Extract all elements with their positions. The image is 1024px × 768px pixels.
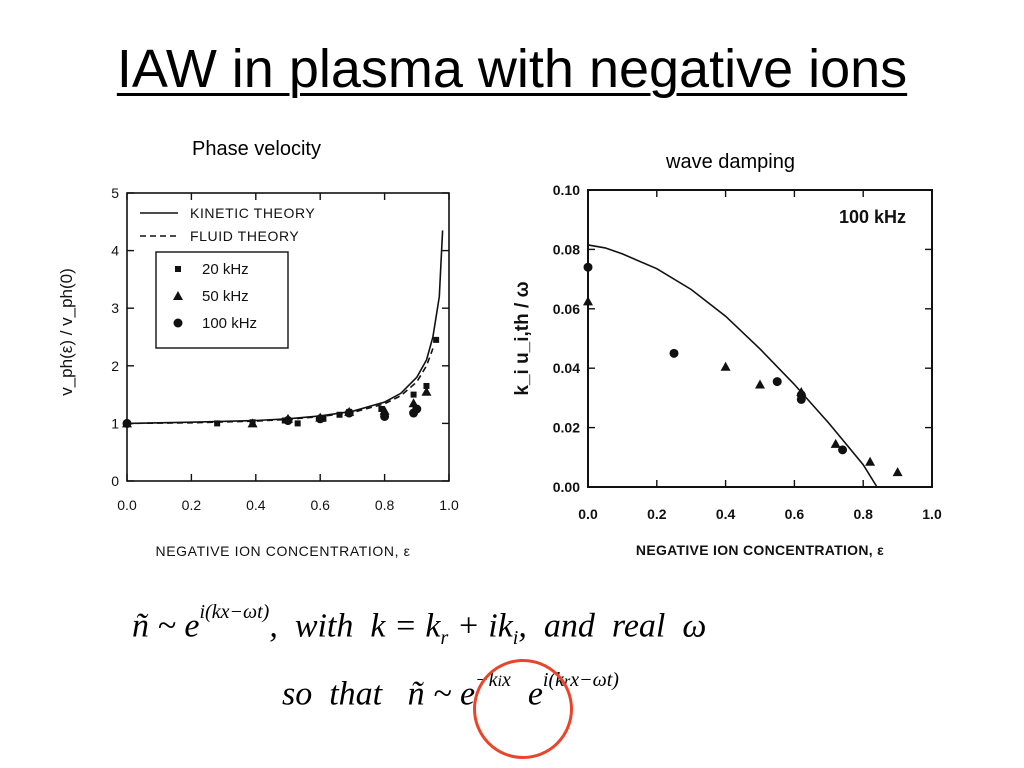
point-square bbox=[433, 336, 440, 343]
point-circle bbox=[344, 408, 354, 418]
y-tick-label: 0.02 bbox=[553, 420, 580, 436]
y-tick-label: 4 bbox=[111, 243, 119, 259]
y-axis-label: v_ph(ε) / v_ph(0) bbox=[57, 268, 76, 396]
plot-frame-0 bbox=[126, 192, 450, 482]
point-circle bbox=[315, 414, 325, 424]
point-circle bbox=[283, 416, 293, 426]
legend-label-fluid: FLUID THEORY bbox=[190, 228, 299, 244]
x-tick-label: 0.0 bbox=[117, 497, 137, 513]
x-axis-label: NEGATIVE ION CONCENTRATION, ε bbox=[636, 542, 884, 558]
legend-label-marker: 100 kHz bbox=[202, 315, 257, 332]
legend-label-marker: 50 kHz bbox=[202, 288, 249, 305]
x-tick-label: 1.0 bbox=[439, 497, 459, 513]
x-tick-label: 0.2 bbox=[647, 506, 667, 522]
point-circle bbox=[669, 348, 679, 358]
chart-annotation: 100 kHz bbox=[839, 207, 906, 227]
y-tick-label: 2 bbox=[111, 358, 119, 374]
y-tick-label: 0.04 bbox=[553, 360, 580, 376]
x-tick-label: 0.4 bbox=[246, 497, 266, 513]
x-axis-label: NEGATIVE ION CONCENTRATION, ε bbox=[156, 543, 411, 559]
point-square bbox=[423, 382, 430, 389]
point-triangle bbox=[720, 361, 731, 371]
point-circle bbox=[380, 411, 390, 421]
point-circle bbox=[796, 394, 806, 404]
point-circle bbox=[412, 404, 422, 414]
highlight-circle bbox=[473, 659, 573, 759]
x-tick-label: 0.6 bbox=[310, 497, 330, 513]
point-triangle bbox=[583, 296, 593, 306]
point-triangle bbox=[755, 379, 765, 389]
y-axis-label: k_i u_i,th / ω bbox=[512, 281, 533, 395]
series-line-1-0 bbox=[587, 244, 878, 488]
series-line-0-0 bbox=[126, 230, 444, 425]
x-tick-label: 0.0 bbox=[578, 506, 598, 522]
point-triangle bbox=[892, 467, 903, 477]
slide-title: IAW in plasma with negative ions bbox=[116, 39, 908, 99]
x-tick-label: 1.0 bbox=[922, 506, 942, 522]
point-square bbox=[214, 420, 221, 427]
y-tick-label: 0.06 bbox=[553, 301, 580, 317]
legend-label-marker: 20 kHz bbox=[202, 261, 249, 278]
point-triangle bbox=[379, 405, 390, 415]
legend-marker-triangle bbox=[173, 291, 183, 300]
x-tick-label: 0.2 bbox=[182, 497, 202, 513]
point-circle bbox=[583, 262, 593, 272]
point-triangle bbox=[830, 438, 841, 448]
point-circle bbox=[772, 377, 782, 387]
y-tick-label: 0.10 bbox=[553, 182, 580, 198]
point-triangle bbox=[865, 456, 876, 466]
wave-damping-caption: wave damping bbox=[666, 151, 795, 173]
y-tick-label: 5 bbox=[111, 185, 119, 201]
x-tick-label: 0.6 bbox=[785, 506, 805, 522]
equation-line-1: ñ ~ ei(kx−ωt), with k = kr + iki, and re… bbox=[132, 601, 707, 650]
y-tick-label: 1 bbox=[111, 415, 119, 431]
y-tick-label: 3 bbox=[111, 300, 119, 316]
point-triangle bbox=[796, 386, 807, 396]
plot-frame-1 bbox=[587, 189, 933, 488]
point-circle bbox=[122, 418, 132, 428]
point-square bbox=[410, 391, 417, 398]
y-tick-label: 0.00 bbox=[553, 479, 580, 495]
point-triangle bbox=[247, 418, 258, 428]
point-triangle bbox=[421, 386, 432, 396]
x-tick-label: 0.4 bbox=[716, 506, 736, 522]
x-tick-label: 0.8 bbox=[853, 506, 873, 522]
y-tick-label: 0.08 bbox=[553, 241, 580, 257]
x-tick-label: 0.8 bbox=[375, 497, 395, 513]
legend-marker-circle bbox=[173, 318, 183, 328]
legend-label-kinetic: KINETIC THEORY bbox=[190, 205, 315, 221]
point-square bbox=[294, 420, 301, 427]
y-tick-label: 0 bbox=[111, 473, 119, 489]
point-square bbox=[378, 406, 385, 412]
point-square bbox=[336, 411, 343, 418]
phase-velocity-caption: Phase velocity bbox=[192, 138, 321, 160]
legend-marker-square bbox=[175, 266, 181, 272]
